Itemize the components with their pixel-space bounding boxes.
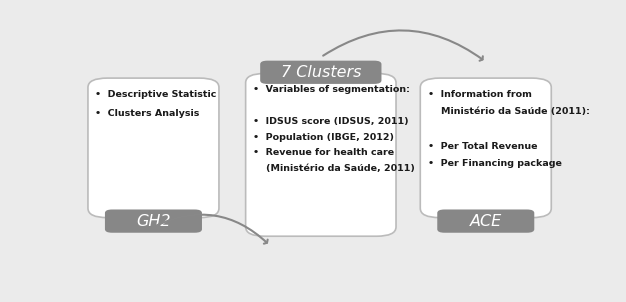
Text: •  Variables of segmentation:: • Variables of segmentation: — [253, 85, 410, 94]
FancyBboxPatch shape — [260, 61, 381, 84]
FancyBboxPatch shape — [437, 210, 534, 233]
Text: Ministério da Saúde (2011):: Ministério da Saúde (2011): — [428, 107, 590, 116]
Text: ACE: ACE — [470, 214, 502, 229]
Text: •  Population (IBGE, 2012): • Population (IBGE, 2012) — [253, 133, 394, 142]
Text: •  Revenue for health care: • Revenue for health care — [253, 148, 394, 157]
FancyBboxPatch shape — [105, 210, 202, 233]
FancyBboxPatch shape — [88, 78, 219, 218]
Text: •  Information from: • Information from — [428, 90, 531, 99]
FancyBboxPatch shape — [245, 73, 396, 236]
FancyBboxPatch shape — [420, 78, 552, 218]
Text: GH2: GH2 — [136, 214, 171, 229]
Text: 7 Clusters: 7 Clusters — [280, 65, 361, 80]
Text: •  IDSUS score (IDSUS, 2011): • IDSUS score (IDSUS, 2011) — [253, 117, 409, 126]
Text: •  Clusters Analysis: • Clusters Analysis — [95, 110, 200, 118]
Text: •  Per Financing package: • Per Financing package — [428, 159, 562, 169]
Text: •  Descriptive Statistic: • Descriptive Statistic — [95, 90, 217, 99]
Text: •  Per Total Revenue: • Per Total Revenue — [428, 142, 537, 151]
Text: (Ministério da Saúde, 2011): (Ministério da Saúde, 2011) — [253, 164, 415, 173]
